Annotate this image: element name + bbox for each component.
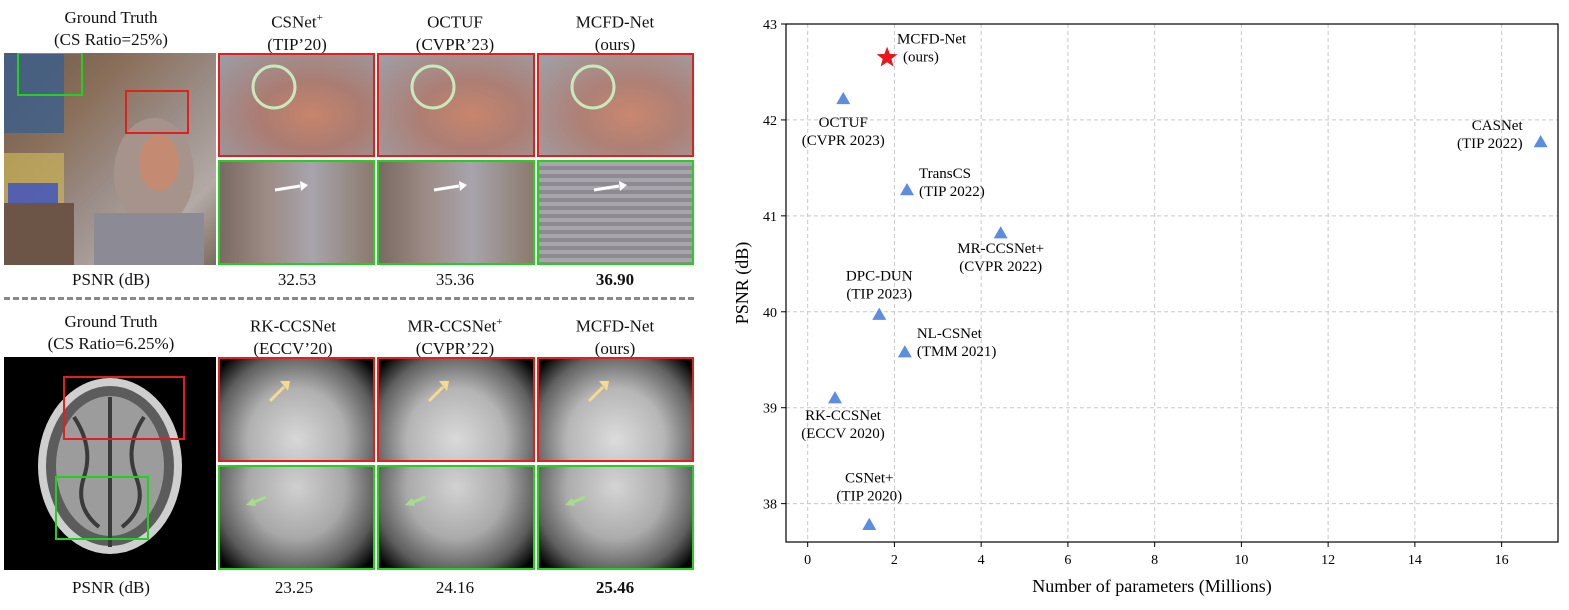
method-name: MCFD-Net	[575, 12, 655, 32]
data-point-triangle	[862, 517, 877, 530]
x-tick-label: 10	[1234, 553, 1248, 568]
plot-frame	[785, 23, 1559, 543]
point-label-venue: (ECCV 2020)	[801, 426, 884, 442]
top-psnr-value-best: 36.90	[595, 270, 635, 289]
bottom-crop-top-1	[218, 357, 375, 462]
x-tick-label: 12	[1321, 553, 1335, 568]
method-venue: (CVPR’23)	[415, 34, 495, 54]
method-venue: (ours)	[594, 338, 636, 358]
method-venue: (CVPR’22)	[415, 338, 495, 358]
top-crop-fabric-1	[218, 160, 375, 265]
point-label-venue: (CVPR 2022)	[959, 259, 1042, 275]
bottom-crop-top-3	[537, 357, 694, 462]
data-point-triangle	[872, 307, 887, 320]
bottom-ground-truth-image	[4, 357, 216, 570]
x-tick-label: 16	[1495, 553, 1509, 568]
point-label: DPC-DUN	[846, 269, 913, 285]
y-tick-label: 39	[763, 402, 777, 417]
data-point-star	[876, 46, 898, 67]
top-crop-fabric-2	[377, 160, 535, 265]
bottom-method-header-2: MR-CCSNet+ (CVPR’22)	[375, 311, 535, 360]
method-name: RK-CCSNet	[250, 316, 336, 336]
point-label-venue: (TIP 2022)	[919, 184, 985, 200]
x-axis-label: Number of parameters (Millions)	[1032, 576, 1271, 597]
bottom-crop-top-2	[377, 357, 535, 462]
top-crop-face-1	[218, 53, 375, 157]
method-name: CSNet	[271, 12, 317, 32]
top-ground-truth-image	[4, 53, 216, 265]
top-psnr-value: 32.53	[277, 270, 317, 289]
x-tick-label: 0	[804, 553, 811, 568]
method-sup: +	[316, 12, 323, 24]
method-name: MR-CCSNet	[407, 316, 497, 336]
data-point-triangle	[900, 182, 915, 196]
top-crop-face-2	[377, 53, 535, 157]
data-point-triangle	[897, 345, 912, 358]
y-tick-label: 42	[763, 114, 777, 129]
x-tick-label: 2	[891, 553, 898, 568]
point-label: OCTUF	[819, 115, 868, 131]
point-label-venue: (TIP 2022)	[1457, 136, 1523, 152]
method-venue: (ours)	[594, 34, 636, 54]
point-label: TransCS	[919, 166, 971, 182]
bottom-psnr-value-best: 25.46	[595, 578, 635, 597]
method-name: OCTUF	[427, 12, 483, 32]
top-psnr-label: PSNR (dB)	[72, 270, 150, 289]
bottom-gt-ratio: (CS Ratio=6.25%)	[47, 334, 175, 353]
method-venue: (ECCV’20)	[253, 338, 333, 358]
top-crop-face-3	[537, 53, 694, 157]
top-psnr-value: 35.36	[435, 270, 475, 289]
data-point-triangle	[993, 226, 1008, 239]
x-tick-label: 14	[1408, 553, 1422, 568]
point-label: CSNet+	[845, 471, 893, 487]
data-point-triangle	[828, 391, 843, 404]
point-label-venue: (ours)	[903, 50, 939, 66]
method-name: MCFD-Net	[575, 316, 655, 336]
bottom-psnr-label: PSNR (dB)	[72, 578, 150, 597]
top-method-header-1: CSNet+ (TIP’20)	[217, 7, 377, 56]
point-label-venue: (TIP 2020)	[836, 489, 902, 505]
psnr-vs-params-chart: 0 2 4 6 8 10 12 14 16 38 39 40 41 42 43 Number of param…	[732, 18, 1559, 597]
bottom-gt-header: Ground Truth (CS Ratio=6.25%)	[31, 311, 191, 355]
x-tick-label: 6	[1064, 553, 1071, 568]
bottom-method-header-3: MCFD-Net (ours)	[535, 311, 695, 360]
y-tick-label: 43	[763, 18, 777, 33]
data-point-triangle	[1533, 134, 1548, 148]
point-label: CASNet	[1472, 118, 1524, 134]
bottom-crop-bottom-1	[218, 465, 375, 570]
bottom-crop-bottom-3	[537, 465, 694, 570]
bottom-crop-bottom-2	[377, 465, 535, 570]
y-tick-label: 40	[763, 306, 777, 321]
top-gt-title: Ground Truth	[64, 8, 158, 27]
top-gt-header: Ground Truth (CS Ratio=25%)	[31, 7, 191, 51]
x-tick-label: 8	[1151, 553, 1158, 568]
top-gt-ratio: (CS Ratio=25%)	[54, 30, 168, 49]
bottom-method-header-1: RK-CCSNet (ECCV’20)	[213, 311, 373, 360]
y-axis-label: PSNR (dB)	[732, 242, 753, 325]
method-venue: (TIP’20)	[267, 34, 327, 54]
visual-comparison: Ground Truth (CS Ratio=25%) CSNet+ (TIP’…	[0, 0, 700, 610]
top-method-header-2: OCTUF (CVPR’23)	[375, 7, 535, 56]
x-tick-label: 4	[978, 553, 985, 568]
point-label: RK-CCSNet	[805, 408, 882, 424]
bottom-gt-title: Ground Truth	[64, 312, 158, 331]
y-tick-label: 38	[763, 498, 777, 513]
y-tick-label: 41	[763, 210, 777, 225]
point-label-venue: (CVPR 2023)	[802, 133, 885, 149]
method-sup: +	[496, 316, 503, 328]
point-label-venue: (TMM 2021)	[917, 344, 997, 360]
bottom-psnr-value: 23.25	[274, 578, 314, 597]
point-label: MR-CCSNet+	[957, 241, 1044, 257]
top-crop-fabric-3	[537, 160, 694, 265]
top-method-header-3: MCFD-Net (ours)	[535, 7, 695, 56]
data-point-triangle	[836, 91, 851, 105]
point-label-venue: (TIP 2023)	[846, 287, 912, 303]
bottom-psnr-value: 24.16	[435, 578, 475, 597]
section-divider	[4, 297, 694, 300]
point-label: NL-CSNet	[917, 326, 983, 342]
point-label: MCFD-Net	[897, 32, 967, 48]
